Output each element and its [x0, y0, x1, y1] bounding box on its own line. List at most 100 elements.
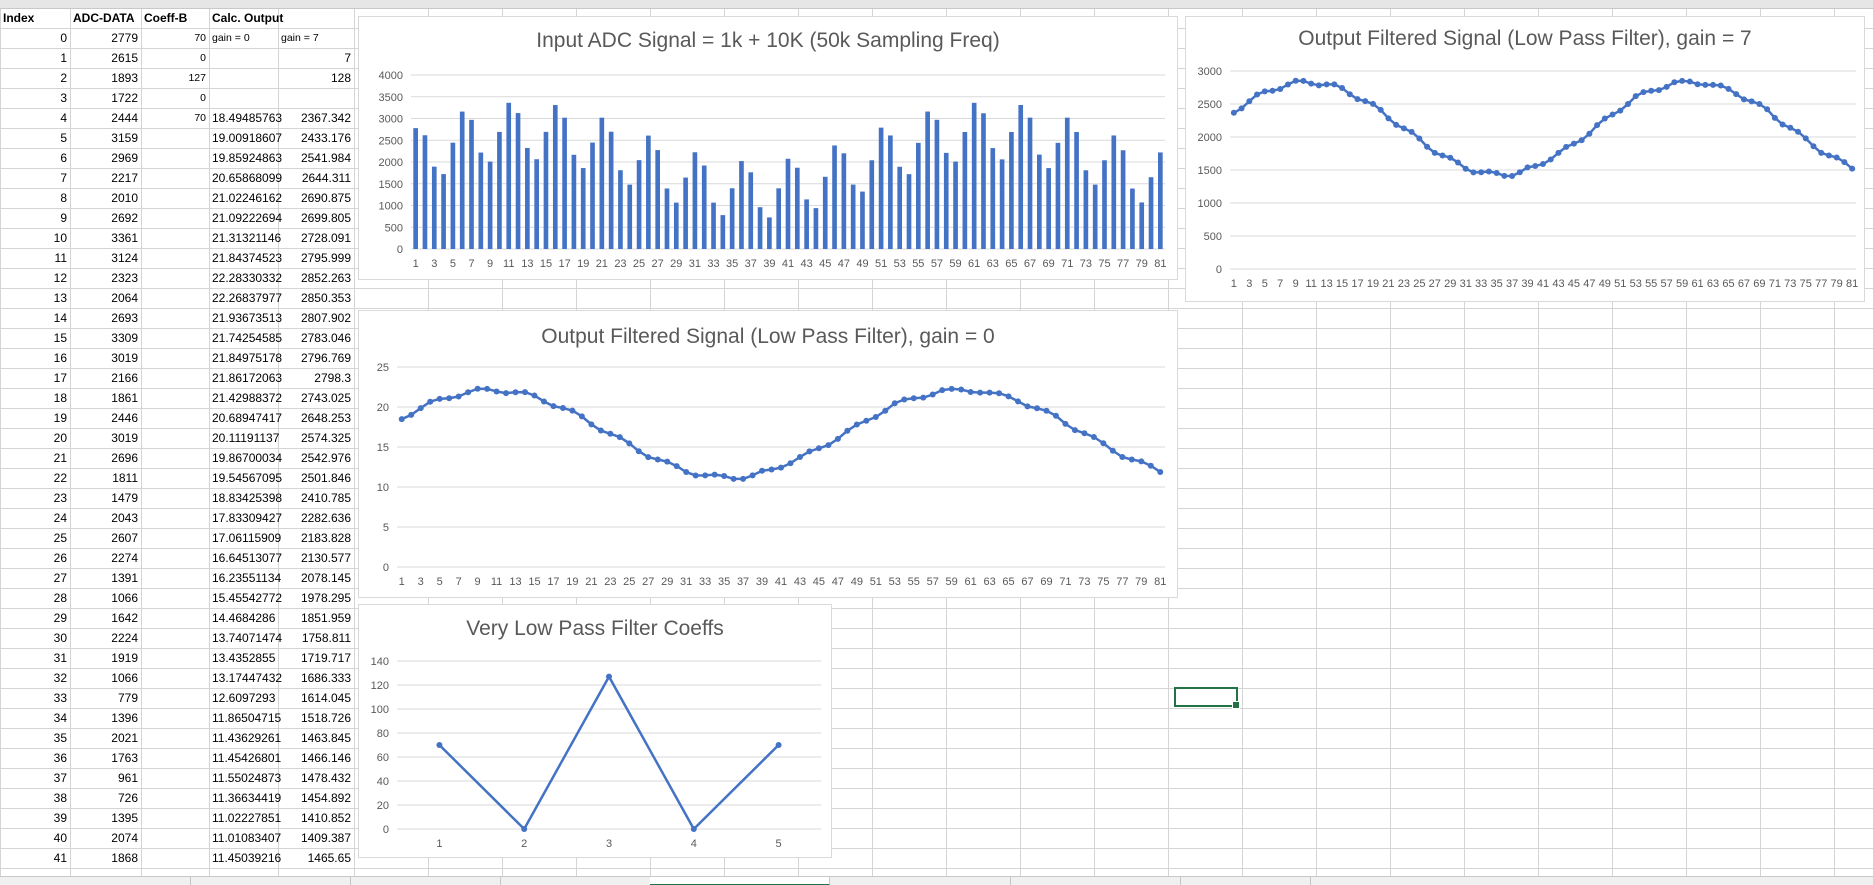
table-cell[interactable]: 1454.892	[300, 791, 351, 805]
table-cell[interactable]: 13.17447432	[212, 671, 283, 685]
table-cell[interactable]: 10	[53, 231, 67, 245]
table-cell[interactable]: 1686.333	[300, 671, 351, 685]
table-cell[interactable]: 1893	[111, 71, 138, 85]
table-cell[interactable]: 2021	[111, 731, 138, 745]
table-cell[interactable]: 25	[53, 531, 67, 545]
table-cell[interactable]: 38	[53, 791, 67, 805]
table-cell[interactable]: 3309	[111, 331, 138, 345]
sheet-tab-active[interactable]	[650, 877, 830, 885]
chart-filter-coeffs[interactable]: Very Low Pass Filter Coeffs 0 20 40 60 80 100…	[358, 604, 832, 858]
sheet-tab[interactable]	[500, 877, 651, 885]
table-cell[interactable]: 2798.3	[314, 371, 351, 385]
header-cell[interactable]: Coeff-B	[144, 11, 188, 25]
table-cell[interactable]: 1919	[111, 651, 138, 665]
table-cell[interactable]: 31	[53, 651, 67, 665]
table-cell[interactable]: 2852.263	[300, 271, 351, 285]
table-cell[interactable]: 2282.636	[300, 511, 351, 525]
table-cell[interactable]: 20.65868099	[212, 171, 283, 185]
table-cell[interactable]: 21.31321146	[212, 231, 282, 245]
table-cell[interactable]: 1396	[111, 711, 138, 725]
table-cell[interactable]: 5	[60, 131, 67, 145]
table-cell[interactable]: 16	[53, 351, 67, 365]
table-cell[interactable]: 1811	[112, 471, 138, 485]
active-cell-selection[interactable]	[1174, 687, 1240, 709]
table-cell[interactable]: 17.83309427	[212, 511, 283, 525]
table-cell[interactable]: 2501.846	[300, 471, 351, 485]
table-cell[interactable]: 13.4352855	[212, 651, 276, 665]
table-cell[interactable]: 11.02227851	[212, 811, 282, 825]
fill-handle[interactable]	[1232, 701, 1240, 709]
table-cell[interactable]: 2692	[111, 211, 138, 225]
table-cell[interactable]: 2696	[111, 451, 138, 465]
column-header-bar[interactable]	[0, 0, 1873, 9]
table-cell[interactable]: 2779	[111, 31, 138, 45]
table-cell[interactable]: 11	[54, 251, 67, 265]
table-cell[interactable]: 2043	[111, 511, 138, 525]
table-cell[interactable]: 21.93673513	[212, 311, 283, 325]
table-cell[interactable]: 2064	[111, 291, 138, 305]
table-cell[interactable]: 2850.353	[300, 291, 351, 305]
table-cell[interactable]: 33	[53, 691, 67, 705]
table-cell[interactable]: 779	[117, 691, 138, 705]
sheet-tab[interactable]	[190, 877, 351, 885]
table-cell[interactable]: 9	[60, 211, 67, 225]
table-cell[interactable]: 1642	[111, 611, 138, 625]
table-cell[interactable]: 8	[60, 191, 67, 205]
table-cell[interactable]: 19.00918607	[212, 131, 283, 145]
table-cell[interactable]: 22.28330332	[212, 271, 283, 285]
table-cell[interactable]: 1722	[111, 91, 138, 105]
table-cell[interactable]: 2183.828	[300, 531, 351, 545]
table-cell[interactable]: 11.01083407	[212, 831, 282, 845]
table-cell[interactable]: 128	[330, 71, 351, 85]
table-cell[interactable]: 24	[53, 511, 67, 525]
table-cell[interactable]: 2130.577	[300, 551, 351, 565]
table-cell[interactable]: 1978.295	[300, 591, 351, 605]
table-cell[interactable]: 21.02246162	[212, 191, 283, 205]
table-cell[interactable]: 11.36634419	[212, 791, 282, 805]
table-cell[interactable]: 70	[194, 112, 206, 124]
table-cell[interactable]: 21.86172063	[212, 371, 283, 385]
chart-output-gain-0[interactable]: Output Filtered Signal (Low Pass Filter)…	[358, 310, 1178, 598]
table-cell[interactable]: 2783.046	[300, 331, 351, 345]
table-cell[interactable]: 1763	[111, 751, 138, 765]
table-cell[interactable]: 21.42988372	[212, 391, 283, 405]
table-cell[interactable]: 21	[53, 451, 67, 465]
table-cell[interactable]: 1851.959	[300, 611, 351, 625]
table-cell[interactable]: 1466.146	[300, 751, 351, 765]
table-cell[interactable]: 3019	[111, 431, 138, 445]
table-cell[interactable]: 3159	[111, 131, 138, 145]
table-cell[interactable]: 7	[344, 51, 351, 65]
table-cell[interactable]: 0	[200, 52, 206, 64]
table-cell[interactable]: 16.64513077	[212, 551, 283, 565]
table-cell[interactable]: 32	[53, 671, 67, 685]
table-cell[interactable]: 16.23551134	[212, 571, 282, 585]
table-cell[interactable]: 2078.145	[300, 571, 351, 585]
sheet-tab-bar[interactable]	[0, 876, 1873, 885]
table-cell[interactable]: 14.4684286	[212, 611, 276, 625]
table-cell[interactable]: 1478.432	[300, 771, 351, 785]
table-cell[interactable]: 2690.875	[300, 191, 351, 205]
table-cell[interactable]: 2074	[111, 831, 138, 845]
table-cell[interactable]: 11.45039216	[212, 851, 282, 865]
table-cell[interactable]: 30	[53, 631, 67, 645]
table-cell[interactable]: 19.86700034	[212, 451, 283, 465]
table-cell[interactable]: 3124	[111, 251, 138, 265]
table-cell[interactable]: 12.6097293	[212, 691, 276, 705]
sheet-tab[interactable]	[350, 877, 501, 885]
table-cell[interactable]: 2541.984	[300, 151, 351, 165]
table-cell[interactable]: 1066	[111, 671, 138, 685]
table-cell[interactable]: 2648.253	[300, 411, 351, 425]
table-cell[interactable]: 2607	[111, 531, 138, 545]
table-cell[interactable]: 21.09222694	[212, 211, 283, 225]
table-cell[interactable]: 23	[53, 491, 67, 505]
table-cell[interactable]: 18	[53, 391, 67, 405]
table-cell[interactable]: 0	[200, 92, 206, 104]
header-cell[interactable]: Index	[3, 11, 35, 25]
table-cell[interactable]: 17.06115909	[212, 531, 282, 545]
table-cell[interactable]: 4	[60, 111, 67, 125]
table-cell[interactable]: 2807.902	[300, 311, 351, 325]
table-cell[interactable]: 2728.091	[300, 231, 351, 245]
table-cell[interactable]: 7	[60, 171, 67, 185]
table-cell[interactable]: 2410.785	[300, 491, 351, 505]
